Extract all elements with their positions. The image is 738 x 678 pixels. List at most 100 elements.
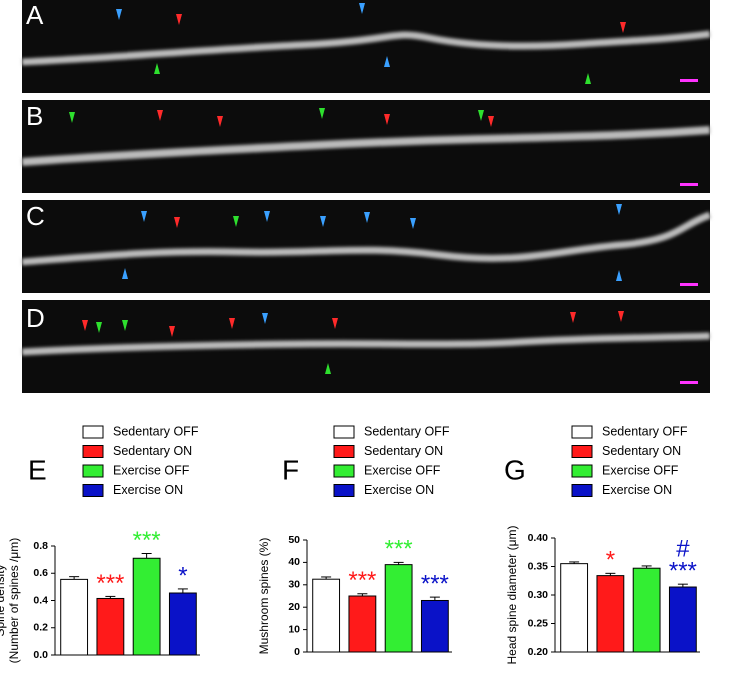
bar [632,567,661,653]
arrowhead [384,114,390,125]
panel-c: C [21,200,712,293]
significance-marker: # [676,536,690,563]
legend-label: Exercise ON [113,483,183,497]
dendrite [21,332,711,356]
bar [348,595,377,653]
arrowhead [616,270,622,281]
legend-label: Exercise OFF [602,463,679,477]
arrowhead [116,9,122,20]
arrowhead [229,318,235,329]
panel-d: D [21,300,711,393]
panel-label: D [26,303,45,333]
bar [420,599,449,653]
arrowhead [141,211,147,222]
arrowhead [585,73,591,84]
arrowhead [169,326,175,337]
scale-bar [680,183,698,186]
legend-swatch [571,484,593,497]
panel-a: A [21,0,711,93]
arrowhead [332,318,338,329]
arrowhead [176,14,182,25]
legend-label: Sedentary ON [113,444,192,458]
y-tick-label: 50 [288,534,300,546]
arrowhead [82,320,88,331]
legend-swatch [333,445,355,458]
arrowhead [122,320,128,331]
arrowhead [262,313,268,324]
bar [384,564,413,653]
legend-label: Exercise ON [364,483,434,497]
arrowhead [217,116,223,127]
dendrite [21,30,711,66]
bar [96,597,125,656]
y-tick-label: 0.6 [33,567,48,579]
panel-label: B [26,101,43,131]
y-tick-label: 0.35 [528,560,549,572]
arrowhead [96,322,102,333]
y-tick-label: 0.8 [33,540,48,552]
y-tick-label: 0.25 [528,617,549,629]
scale-bar [680,381,698,384]
y-tick-label: 40 [288,556,300,568]
bar [168,592,197,656]
arrowhead [325,363,331,374]
arrowhead [174,217,180,228]
bar [560,563,589,653]
legend-swatch [333,464,355,478]
panel-label: E [28,454,47,485]
y-tick-label: 10 [288,623,300,635]
y-tick-label: 0.2 [33,622,48,634]
bar [668,586,697,653]
arrowhead [410,218,416,229]
panel-label: F [282,454,299,485]
dendrite [21,126,711,166]
y-tick-label: 0.0 [33,649,48,661]
y-tick-label: 0.40 [528,532,549,544]
significance-marker: *** [348,567,376,594]
legend-label: Exercise OFF [364,463,441,477]
arrowhead [122,268,128,279]
scale-bar [680,283,698,286]
panel-label: A [26,0,44,30]
y-axis-label: Mushroom spines (%) [257,538,271,655]
y-axis-label: Spine density [0,564,7,636]
legend-label: Sedentary OFF [602,424,688,438]
scale-bar [680,79,698,82]
bar [596,575,625,653]
bar [132,557,161,656]
legend-label: Exercise OFF [113,463,190,477]
y-tick-label: 20 [288,601,300,613]
significance-marker: *** [96,570,124,597]
significance-marker: *** [385,536,413,563]
legend-swatch [571,425,593,439]
legend-swatch [82,445,104,458]
panel-label: C [26,201,45,231]
arrowhead [570,312,576,323]
arrowhead [264,211,270,222]
y-tick-label: 0.20 [528,646,549,658]
arrowhead [478,110,484,121]
legend-swatch [82,425,104,439]
significance-marker: *** [421,570,449,597]
legend-swatch [571,464,593,478]
arrowhead [359,3,365,14]
legend-label: Exercise ON [602,483,672,497]
panel-label: G [504,454,526,485]
micrograph [22,0,710,93]
bar [312,578,341,653]
arrowhead [319,108,325,119]
y-tick-label: 0.30 [528,589,549,601]
y-tick-label: 0.4 [33,594,48,606]
y-tick-label: 0 [294,646,300,658]
y-axis-label: (Number of spines /μm) [7,538,21,664]
arrowhead [154,63,160,74]
significance-marker: *** [133,527,161,554]
arrowhead [157,110,163,121]
legend-label: Sedentary OFF [113,424,199,438]
arrowhead [364,212,370,223]
legend-swatch [82,464,104,478]
significance-marker: * [178,562,187,589]
legend-swatch [333,425,355,439]
significance-marker: *** [669,558,697,585]
